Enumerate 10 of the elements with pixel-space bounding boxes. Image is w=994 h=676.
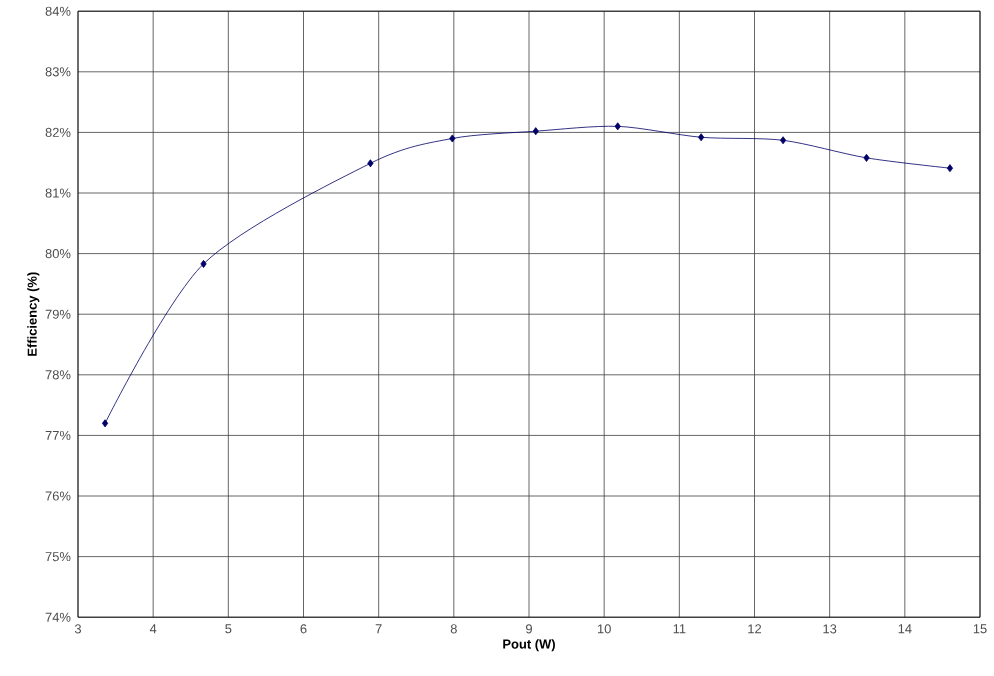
point: [946, 164, 954, 173]
point: [200, 260, 207, 269]
point: [863, 154, 870, 163]
point: [614, 122, 621, 131]
point: [101, 419, 109, 428]
point: [367, 159, 374, 168]
point: [698, 133, 705, 142]
point: [532, 127, 539, 136]
point: [779, 136, 787, 145]
point: [449, 134, 456, 143]
